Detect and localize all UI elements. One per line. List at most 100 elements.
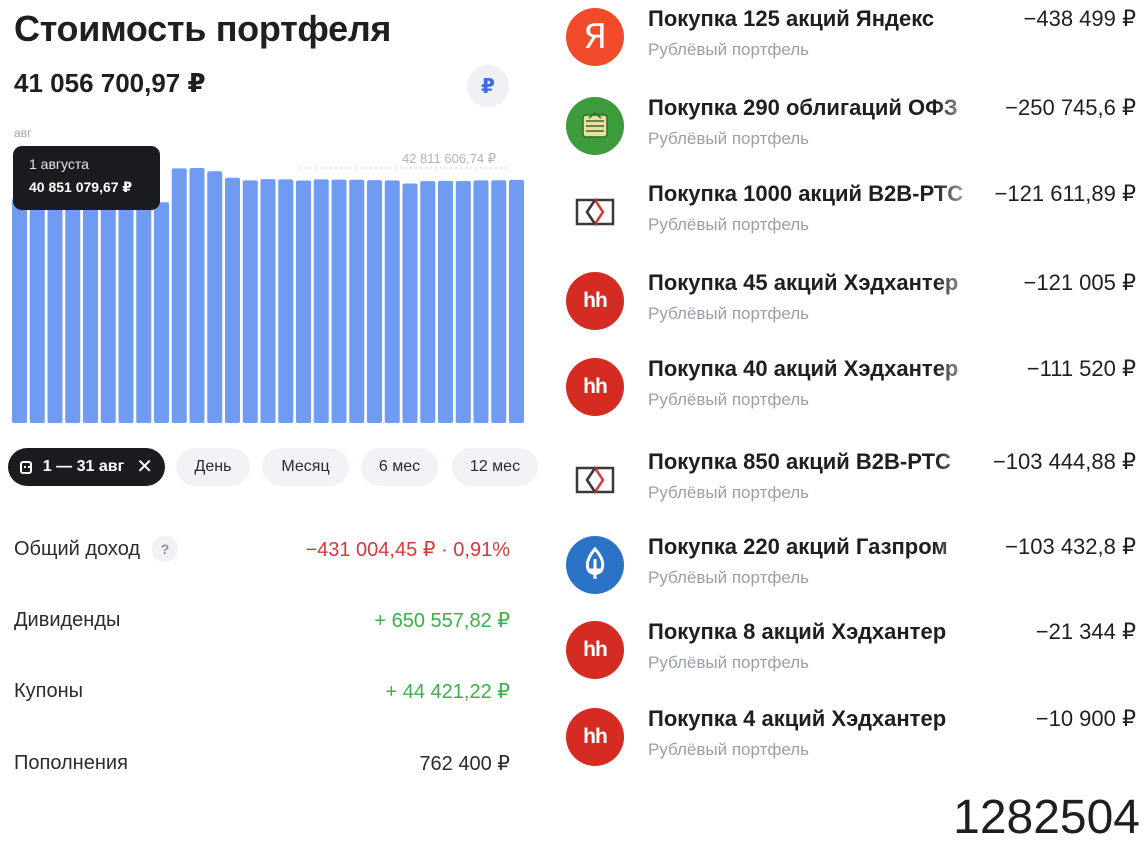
- transaction-portfolio: Рублёвый портфель: [648, 483, 810, 502]
- stat-total-income: Общий доход ? −431 004,45 ₽ · 0,91%: [14, 534, 510, 564]
- tooltip-date: 1 августа: [29, 156, 89, 172]
- stat-value: + 650 557,82 ₽: [374, 609, 510, 632]
- chart-bar[interactable]: [12, 198, 27, 423]
- hh-logo-icon: hh: [566, 708, 624, 766]
- hh-logo-icon: hh: [566, 358, 624, 416]
- b2b-logo-icon: [566, 451, 624, 509]
- stat-label: Дивиденды: [14, 608, 121, 631]
- transaction-name: Покупка 850 акций B2B-РТС: [648, 449, 951, 474]
- transaction-item[interactable]: hh Покупка 40 акций Хэдхантер Рублёвый п…: [560, 356, 1146, 430]
- transaction-amount: −121 005 ₽: [1023, 270, 1136, 295]
- period-chip-day[interactable]: День: [176, 448, 250, 486]
- chart-bar[interactable]: [402, 183, 418, 423]
- transaction-item[interactable]: Покупка 850 акций B2B-РТС Рублёвый портф…: [560, 449, 1146, 523]
- calendar-icon: [20, 460, 32, 474]
- chart-bar[interactable]: [473, 180, 489, 423]
- transaction-name: Покупка 4 акций Хэдхантер: [648, 706, 947, 731]
- chart-bar[interactable]: [455, 181, 471, 423]
- chart-bar[interactable]: [47, 200, 63, 423]
- currency-toggle-button[interactable]: ₽: [467, 65, 509, 107]
- period-chip-label: 1 — 31 авг: [42, 458, 125, 475]
- transaction-name: Покупка 290 облигаций ОФЗ: [648, 95, 958, 120]
- transaction-portfolio: Рублёвый портфель: [648, 215, 810, 234]
- transaction-amount: −438 499 ₽: [1023, 6, 1136, 31]
- chart-bar[interactable]: [349, 179, 365, 423]
- hh-logo-icon: hh: [566, 621, 624, 679]
- transaction-portfolio: Рублёвый портфель: [648, 568, 810, 587]
- chart-bar[interactable]: [491, 180, 507, 423]
- transaction-portfolio: Рублёвый портфель: [648, 653, 810, 672]
- chart-bar[interactable]: [331, 179, 347, 423]
- chart-bar[interactable]: [83, 201, 98, 423]
- transaction-item[interactable]: Покупка 1000 акций B2B-РТС Рублёвый порт…: [560, 181, 1146, 255]
- b2b-logo-icon: [566, 183, 624, 241]
- transaction-item[interactable]: hh Покупка 45 акций Хэдхантер Рублёвый п…: [560, 270, 1146, 344]
- chart-tooltip: 1 августа 40 851 079,67 ₽: [13, 146, 160, 210]
- chart-month-label: авг: [14, 126, 32, 140]
- chart-bar[interactable]: [189, 168, 205, 423]
- transaction-item[interactable]: hh Покупка 4 акций Хэдхантер Рублёвый по…: [560, 706, 1146, 780]
- chart-bar[interactable]: [260, 179, 276, 423]
- transaction-amount: −21 344 ₽: [1035, 619, 1136, 644]
- transaction-name: Покупка 40 акций Хэдхантер: [648, 356, 959, 381]
- chart-canvas: [12, 167, 524, 423]
- transaction-item[interactable]: Покупка 220 акций Газпром Рублёвый портф…: [560, 534, 1146, 608]
- chart-bar[interactable]: [118, 201, 134, 423]
- transaction-portfolio: Рублёвый портфель: [648, 129, 810, 148]
- ofz-emblem-icon: [566, 97, 624, 155]
- chart-bar[interactable]: [509, 179, 524, 423]
- transaction-portfolio: Рублёвый портфель: [648, 304, 810, 323]
- chart-bar[interactable]: [65, 201, 81, 423]
- period-chip-custom[interactable]: 1 — 31 авг ✕: [8, 448, 165, 486]
- transaction-name: Покупка 125 акций Яндекс: [648, 6, 935, 31]
- stat-coupons: Купоны + 44 421,22 ₽: [14, 676, 510, 706]
- chart-bar[interactable]: [100, 201, 116, 423]
- transaction-item[interactable]: hh Покупка 8 акций Хэдхантер Рублёвый по…: [560, 619, 1146, 693]
- transaction-amount: −121 611,89 ₽: [994, 181, 1136, 206]
- help-icon[interactable]: ?: [152, 536, 179, 562]
- chart-bar[interactable]: [154, 202, 169, 423]
- stat-dividends: Дивиденды + 650 557,82 ₽: [14, 605, 510, 635]
- chart-bar[interactable]: [225, 177, 240, 423]
- transaction-amount: −111 520 ₽: [1026, 356, 1136, 381]
- portfolio-value-chart[interactable]: авг 42 811 606,74 ₽ 1 августа 40 851 079…: [0, 120, 540, 430]
- chart-bar[interactable]: [367, 180, 382, 423]
- yandex-logo-icon: Я: [566, 8, 624, 66]
- transaction-amount: −103 432,8 ₽: [1005, 534, 1136, 559]
- stat-value: −431 004,45 ₽ · 0,91%: [305, 538, 510, 561]
- transaction-portfolio: Рублёвый портфель: [648, 40, 810, 59]
- chart-bar[interactable]: [420, 181, 436, 423]
- period-chip-12m[interactable]: 12 мес: [452, 448, 538, 486]
- stat-value: + 44 421,22 ₽: [385, 680, 511, 703]
- chart-bar[interactable]: [384, 180, 400, 423]
- transaction-amount: −250 745,6 ₽: [1005, 95, 1136, 120]
- chart-max-label: 42 811 606,74 ₽: [401, 151, 496, 166]
- chart-bar[interactable]: [242, 180, 258, 423]
- transaction-name: Покупка 8 акций Хэдхантер: [648, 619, 947, 644]
- transaction-item[interactable]: Я Покупка 125 акций Яндекс Рублёвый порт…: [560, 6, 1146, 80]
- period-chip-6m[interactable]: 6 мес: [361, 448, 438, 486]
- chart-bar[interactable]: [207, 171, 223, 423]
- chart-bar[interactable]: [29, 199, 45, 423]
- transaction-amount: −10 900 ₽: [1035, 706, 1136, 731]
- close-icon[interactable]: ✕: [136, 456, 153, 478]
- chart-bar[interactable]: [278, 179, 294, 423]
- transaction-item[interactable]: Покупка 290 облигаций ОФЗ Рублёвый портф…: [560, 95, 1146, 169]
- page-title: Стоимость портфеля: [14, 8, 392, 49]
- stat-label: Общий доход: [14, 537, 141, 560]
- chart-bar[interactable]: [171, 168, 187, 423]
- chart-bar[interactable]: [136, 202, 152, 423]
- period-chip-month[interactable]: Месяц: [262, 448, 349, 486]
- watermark-number: 1282504: [953, 791, 1140, 844]
- transaction-portfolio: Рублёвый портфель: [648, 390, 810, 409]
- transaction-name: Покупка 45 акций Хэдхантер: [648, 270, 959, 295]
- chart-bar[interactable]: [438, 180, 453, 423]
- stat-label: Пополнения: [14, 751, 128, 774]
- chart-bar[interactable]: [296, 180, 311, 423]
- stat-label: Купоны: [14, 679, 84, 702]
- period-selector: 1 — 31 авг ✕ День Месяц 6 мес 12 мес: [8, 448, 538, 486]
- chart-bar[interactable]: [313, 179, 329, 423]
- stat-value: 762 400 ₽: [419, 752, 510, 775]
- gazprom-logo-icon: [566, 536, 624, 594]
- stat-deposits: Пополнения 762 400 ₽: [14, 748, 510, 778]
